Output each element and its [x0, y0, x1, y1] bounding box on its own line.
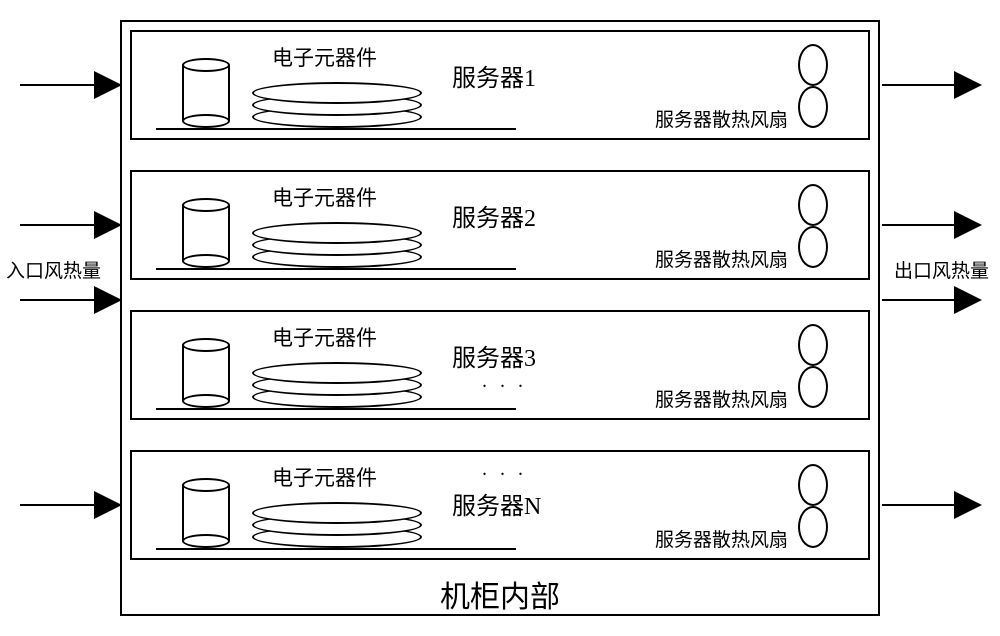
diagram-stage: 机柜内部 电子元器件 服务器1 服务器散热风扇: [0, 0, 1000, 636]
airflow-arrows: [0, 0, 1000, 636]
